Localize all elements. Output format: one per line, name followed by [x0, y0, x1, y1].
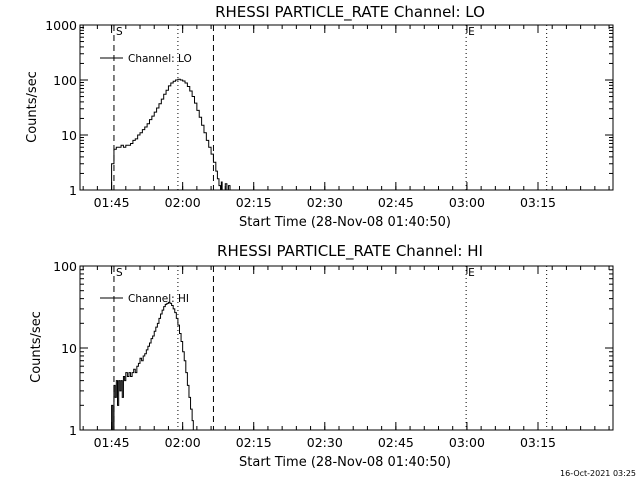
x-tick-label-hi: 02:45 [378, 435, 414, 450]
series-line-lo [110, 78, 231, 191]
y-axis-label-hi: Counts/sec [29, 311, 44, 383]
time-marker-label-hi: E [468, 267, 475, 279]
y-tick-label-lo: 10 [61, 128, 77, 143]
time-marker-label-hi: S [116, 267, 123, 279]
time-marker-label-lo: S [116, 26, 123, 38]
x-tick-label-lo: 02:30 [307, 195, 343, 210]
x-tick-label-lo: 02:00 [165, 195, 201, 210]
x-tick-label-hi: 02:15 [236, 435, 272, 450]
time-marker-label-lo: E [468, 26, 475, 38]
y-tick-label-hi: 10 [61, 341, 77, 356]
y-tick-label-hi: 100 [53, 259, 77, 274]
y-tick-label-lo: 1000 [45, 18, 77, 33]
y-tick-label-lo: 1 [69, 183, 77, 198]
chart-title-hi: RHESSI PARTICLE_RATE Channel: HI [217, 242, 483, 261]
x-tick-label-lo: 02:45 [378, 195, 414, 210]
x-tick-label-lo: 03:00 [449, 195, 485, 210]
chart-title-lo: RHESSI PARTICLE_RATE Channel: LO [215, 3, 485, 22]
x-tick-label-lo: 02:15 [236, 195, 272, 210]
x-tick-label-hi: 02:30 [307, 435, 343, 450]
x-axis-label-lo: Start Time (28-Nov-08 01:40:50) [239, 215, 451, 230]
y-tick-label-hi: 1 [69, 423, 77, 438]
panel-hi: RHESSI PARTICLE_RATE Channel: HI Start T… [29, 242, 614, 470]
y-axis-label-lo: Counts/sec [25, 71, 40, 143]
x-tick-label-hi: 02:00 [165, 435, 201, 450]
legend-label-lo: Channel: LO [128, 53, 192, 65]
x-axis-label-hi: Start Time (28-Nov-08 01:40:50) [239, 455, 451, 470]
x-tick-label-lo: 03:15 [520, 195, 556, 210]
x-tick-label-hi: 01:45 [94, 435, 130, 450]
y-tick-label-lo: 100 [53, 73, 77, 88]
legend-label-hi: Channel: HI [128, 293, 189, 305]
plot-frame-hi [79, 265, 614, 431]
x-tick-label-hi: 03:00 [449, 435, 485, 450]
x-tick-label-lo: 01:45 [94, 195, 130, 210]
plot-frame-lo [79, 24, 614, 191]
footer-timestamp: 16-Oct-2021 03:25 [560, 469, 636, 478]
panel-lo: RHESSI PARTICLE_RATE Channel: LO Start T… [25, 3, 614, 230]
x-tick-label-hi: 03:15 [520, 435, 556, 450]
series-line-hi [110, 301, 194, 431]
